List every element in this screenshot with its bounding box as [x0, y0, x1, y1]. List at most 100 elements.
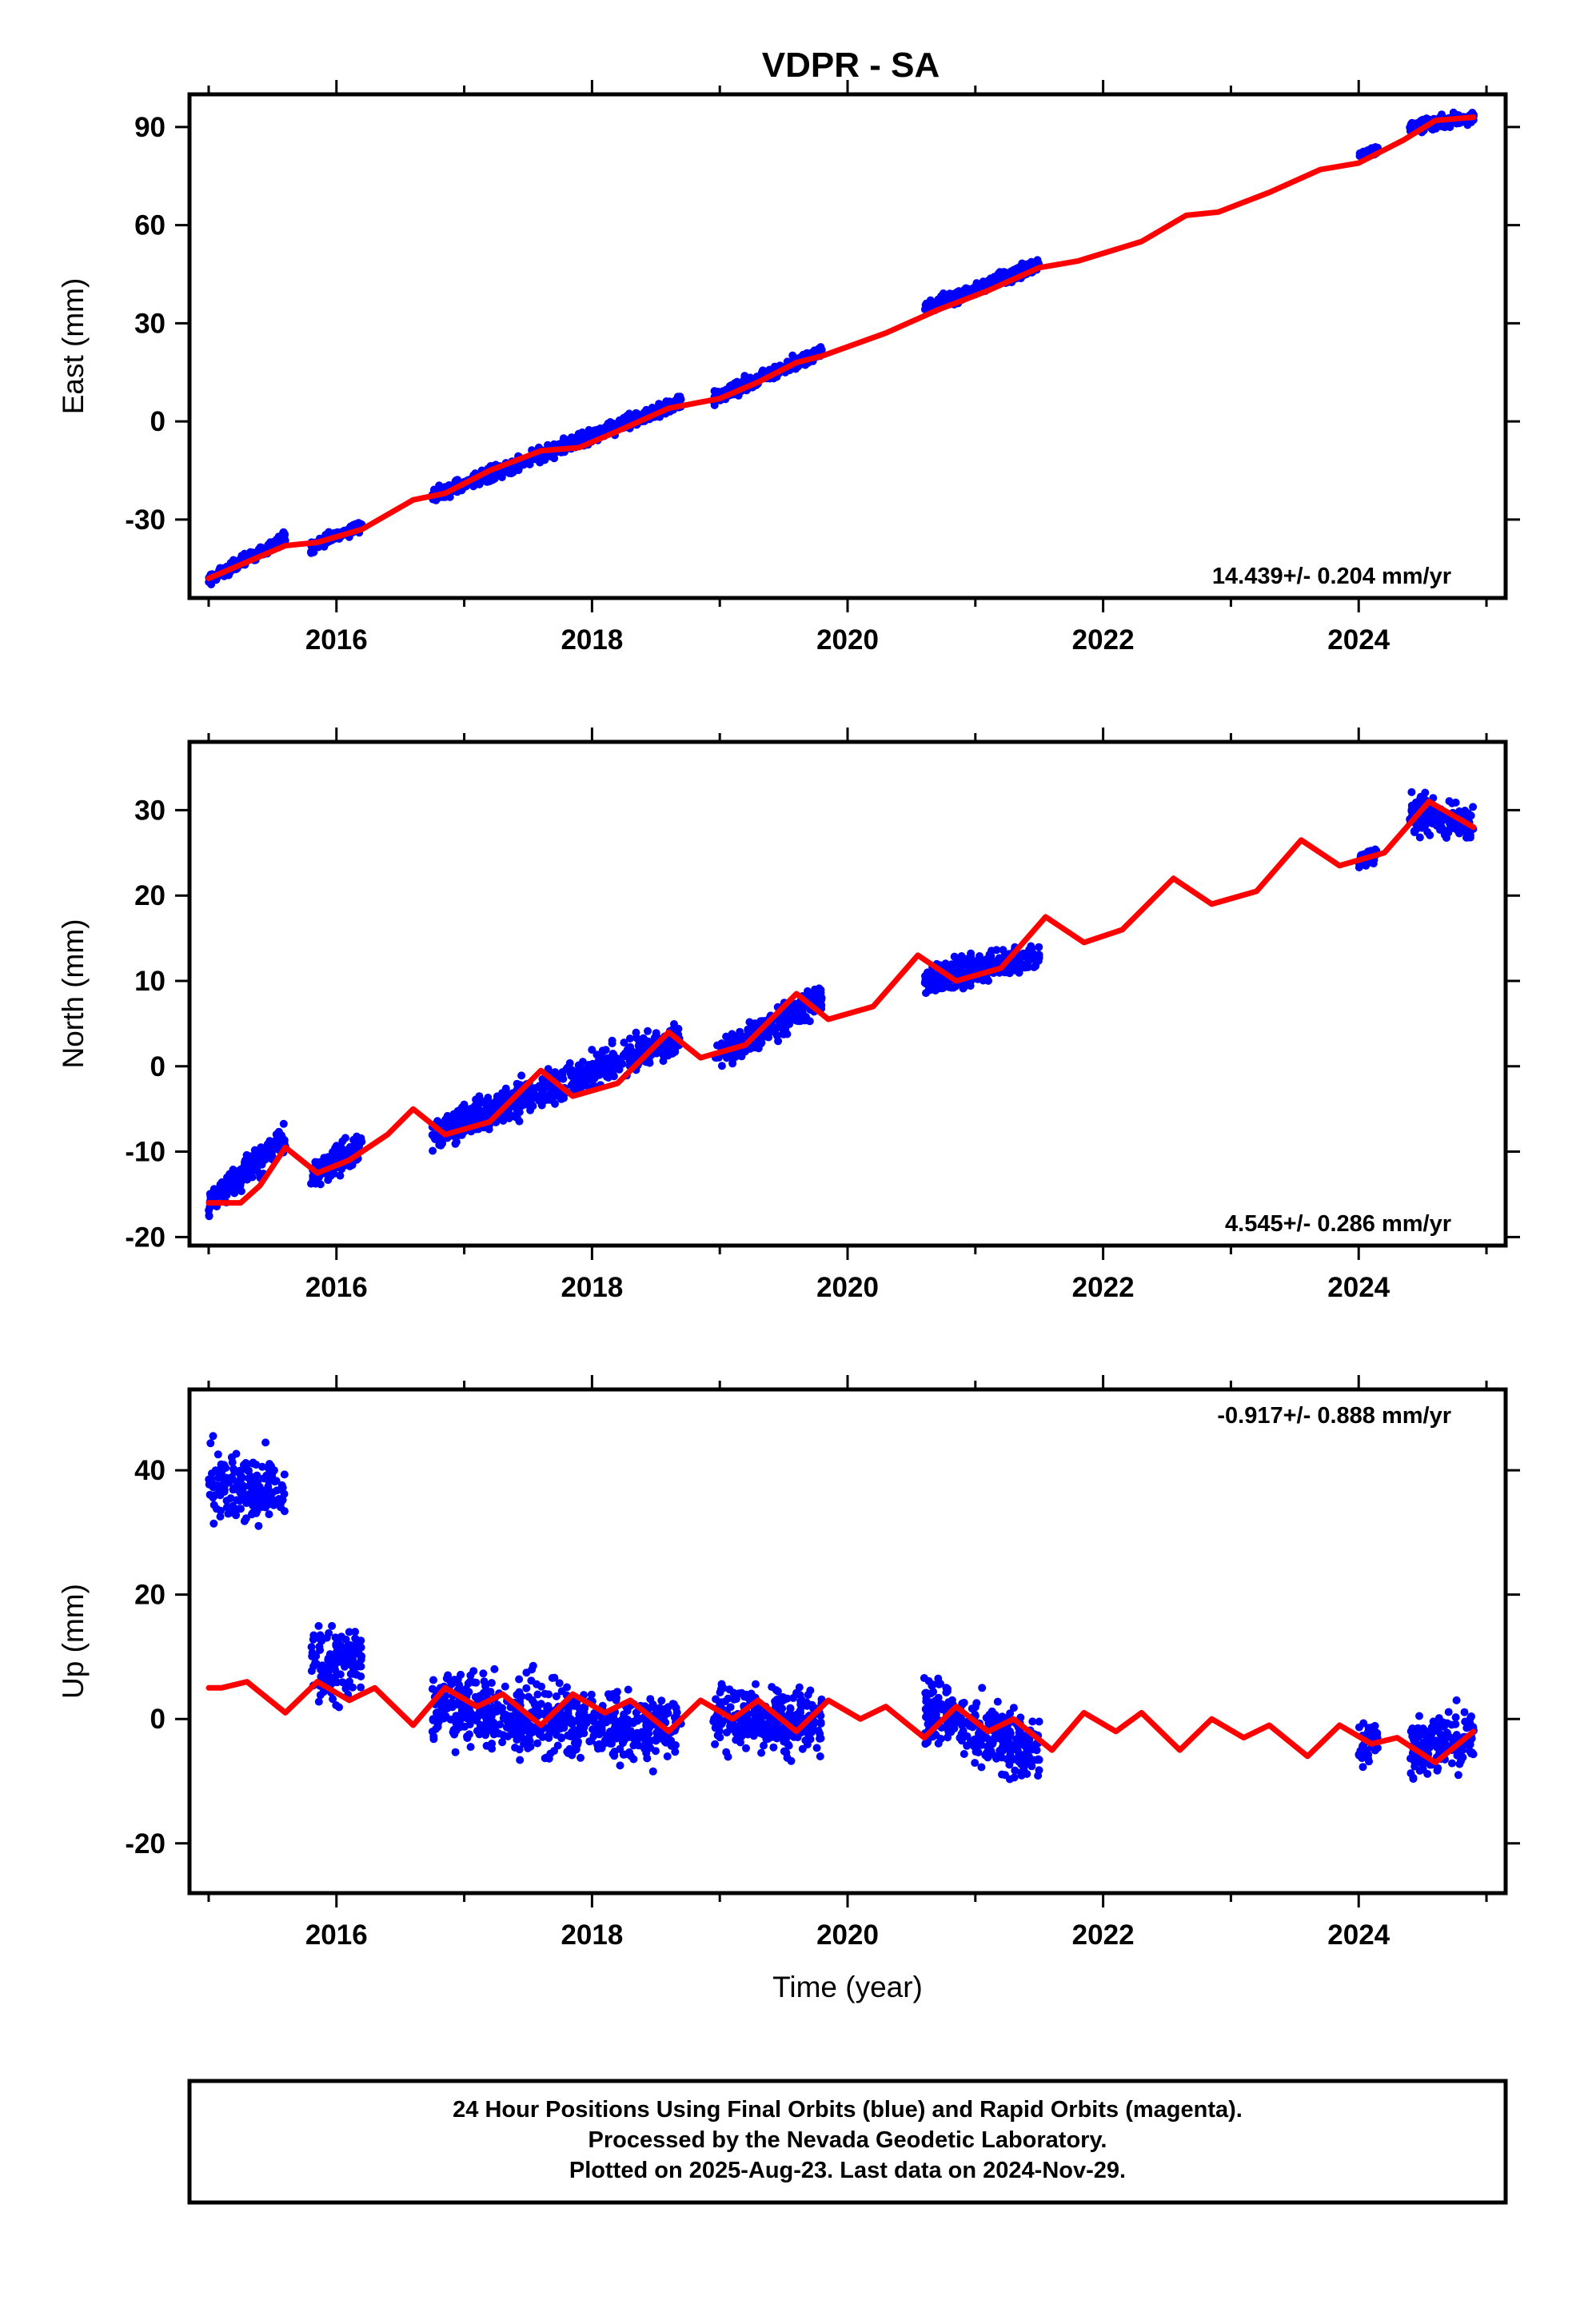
data-point — [616, 1761, 624, 1769]
y-tick-label: 20 — [134, 880, 166, 911]
data-point — [817, 1718, 825, 1726]
data-point — [351, 1634, 359, 1642]
data-point — [561, 1720, 569, 1728]
data-point — [803, 1699, 811, 1707]
x-tick-label: 2024 — [1327, 1272, 1390, 1303]
data-point — [461, 1106, 469, 1114]
data-point — [583, 433, 591, 440]
data-point — [656, 1704, 664, 1712]
data-point — [429, 1131, 437, 1139]
y-tick-label: 60 — [134, 210, 166, 241]
data-point — [1035, 943, 1043, 951]
data-point — [736, 1739, 744, 1747]
x-tick-label: 2018 — [561, 624, 623, 656]
data-point — [627, 1727, 635, 1735]
data-point — [1407, 788, 1415, 796]
data-point — [545, 1082, 553, 1090]
data-point — [345, 1647, 353, 1655]
data-point — [769, 1744, 777, 1752]
y-tick-label: 30 — [134, 308, 166, 339]
data-point — [242, 1166, 250, 1174]
data-point — [550, 454, 558, 462]
data-point — [928, 1682, 936, 1690]
y-axis-label: North (mm) — [57, 919, 90, 1068]
data-point — [793, 1710, 801, 1718]
data-point — [1006, 1776, 1014, 1784]
data-point — [714, 1732, 722, 1740]
x-tick-label: 2016 — [305, 624, 368, 656]
data-point — [643, 1724, 651, 1732]
data-point — [280, 1120, 288, 1128]
data-point — [643, 1754, 651, 1762]
data-point — [620, 414, 628, 422]
data-point — [752, 1715, 760, 1723]
data-point — [994, 1698, 1002, 1706]
data-point — [281, 1470, 289, 1478]
data-point — [1011, 1767, 1019, 1775]
data-point — [669, 1700, 677, 1708]
data-point — [723, 1054, 731, 1062]
data-point — [1006, 1709, 1014, 1717]
data-point — [1015, 955, 1023, 963]
data-point — [309, 1636, 317, 1644]
y-tick-label: 90 — [134, 112, 166, 143]
data-point — [774, 1037, 782, 1045]
data-point — [921, 1740, 929, 1748]
data-point — [232, 1511, 240, 1519]
data-point — [998, 1771, 1006, 1779]
data-point — [247, 1484, 255, 1492]
data-point — [226, 1182, 234, 1190]
data-point — [328, 1622, 336, 1630]
data-point — [539, 1733, 547, 1741]
data-point — [446, 1677, 454, 1685]
data-point — [533, 1740, 541, 1748]
data-point — [335, 1658, 343, 1666]
data-point — [245, 1491, 253, 1499]
y-tick-label: 0 — [150, 1051, 166, 1082]
data-point — [1031, 962, 1039, 970]
data-point — [481, 1099, 489, 1107]
x-tick-label: 2020 — [816, 1272, 879, 1303]
data-point — [278, 1134, 286, 1142]
y-tick-label: 30 — [134, 795, 166, 826]
data-point — [596, 1064, 604, 1072]
data-point — [257, 545, 265, 553]
data-point — [663, 398, 671, 406]
data-point — [1441, 827, 1449, 835]
data-point — [325, 1666, 333, 1674]
data-point — [217, 1491, 225, 1499]
data-point — [649, 1768, 657, 1776]
data-point — [632, 1029, 640, 1037]
data-point — [527, 1676, 535, 1684]
data-point — [256, 1483, 264, 1491]
data-point — [269, 1145, 277, 1153]
data-point — [332, 1633, 340, 1641]
data-point — [975, 960, 983, 968]
data-point — [342, 1636, 350, 1644]
data-point — [261, 1504, 269, 1512]
data-point — [987, 959, 995, 967]
data-point — [1003, 271, 1011, 279]
data-point — [726, 1722, 734, 1730]
data-point — [577, 1754, 585, 1762]
data-point — [585, 1737, 593, 1745]
data-point — [629, 1718, 637, 1726]
data-point — [209, 1432, 217, 1440]
data-point — [1426, 831, 1434, 839]
y-tick-label: 10 — [134, 966, 166, 997]
data-point — [217, 1469, 225, 1477]
y-tick-label: -10 — [125, 1137, 166, 1168]
data-point — [582, 1713, 590, 1721]
data-point — [453, 1138, 461, 1146]
data-point — [338, 1138, 346, 1146]
data-point — [816, 1730, 824, 1738]
data-point — [718, 1062, 726, 1070]
data-point — [926, 1704, 934, 1712]
data-point — [352, 1671, 360, 1679]
data-point — [452, 1727, 460, 1735]
data-point — [601, 1736, 609, 1744]
data-point — [243, 1151, 251, 1159]
data-point — [337, 1144, 345, 1152]
